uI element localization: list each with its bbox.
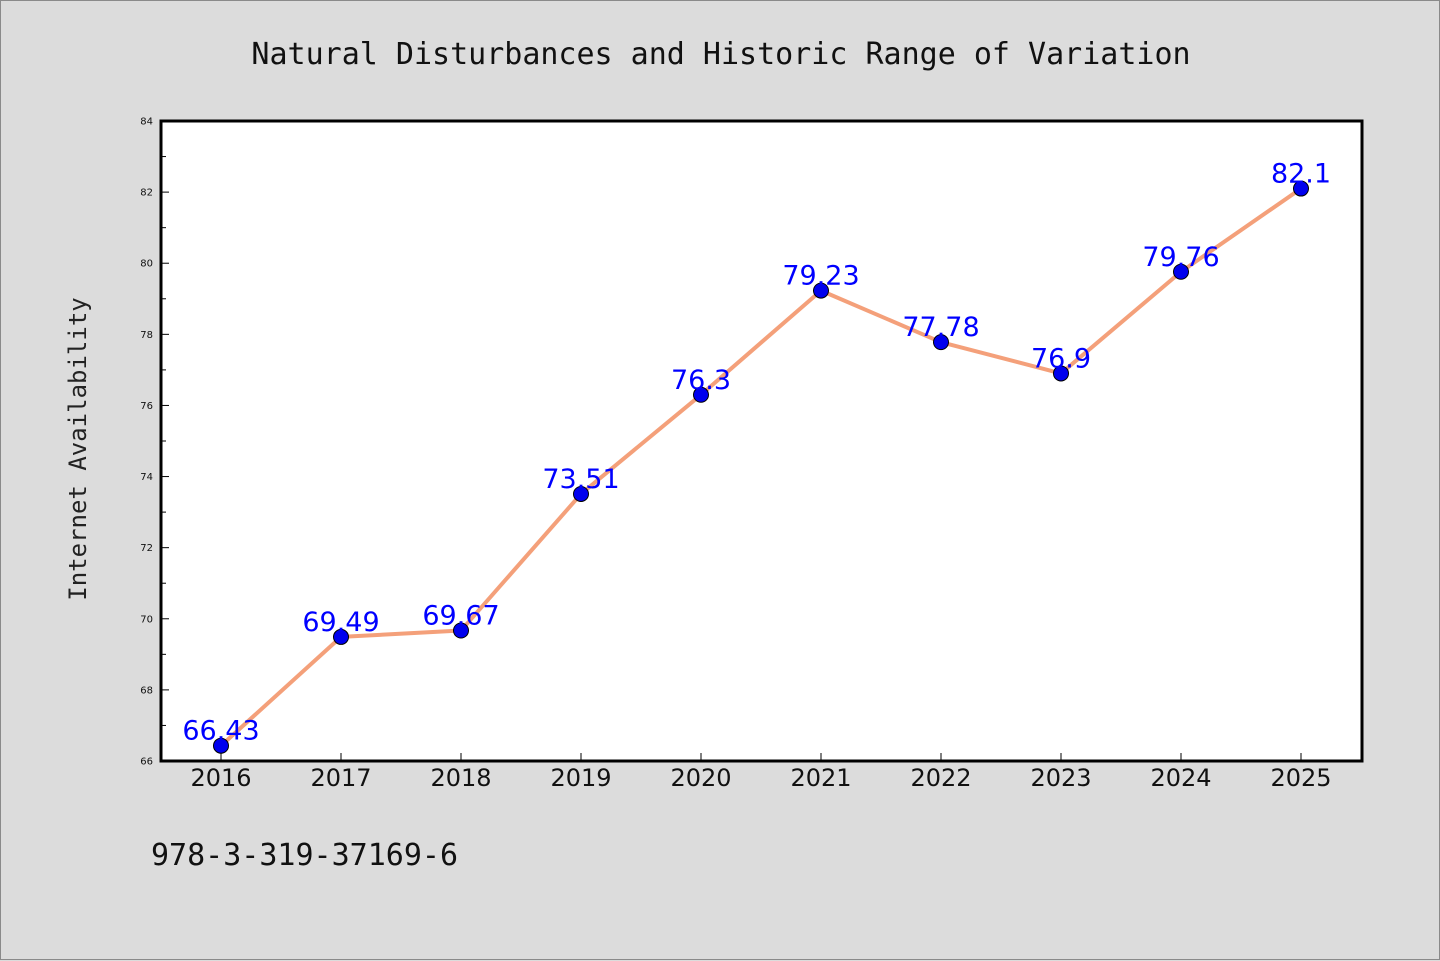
data-label: 82.1 (1271, 159, 1331, 190)
x-tick-label: 2025 (1270, 764, 1331, 792)
x-tick-label: 2018 (430, 764, 491, 792)
data-point-marker (933, 334, 949, 351)
data-point-marker (1053, 365, 1069, 382)
data-point-marker (813, 282, 829, 299)
data-label: 79.23 (782, 261, 859, 292)
x-tick-label: 2017 (310, 764, 371, 792)
data-label: 69.67 (422, 601, 499, 632)
chart-title: Natural Disturbances and Historic Range … (251, 37, 1190, 72)
data-point-marker (453, 622, 469, 639)
x-tick-label: 2021 (790, 764, 851, 792)
data-point-marker (213, 737, 229, 754)
y-tick-label: 72 (140, 543, 153, 554)
y-tick-label: 78 (140, 330, 153, 341)
footer-isbn-text: 978-3-319-37169-6 (151, 838, 458, 873)
y-tick-label: 66 (140, 757, 153, 768)
y-axis-label: Internet Availability (64, 297, 92, 600)
data-label: 77.78 (902, 312, 979, 343)
y-tick-label: 74 (140, 472, 153, 483)
y-tick-label: 70 (140, 614, 153, 625)
y-tick-label: 80 (140, 259, 153, 270)
data-label: 73.51 (542, 464, 619, 495)
y-tick-label: 68 (140, 685, 153, 696)
data-point-marker (1173, 263, 1189, 280)
x-tick-label: 2019 (550, 764, 611, 792)
plot-area (159, 119, 1364, 763)
data-point-marker (573, 485, 589, 502)
x-axis-ticks: 2016 2017 2018 2019 2020 2021 2022 2023 2024 2025 (190, 753, 1332, 792)
x-tick-label: 2024 (1150, 764, 1211, 792)
data-point-marker (693, 386, 709, 403)
data-point-marker (333, 628, 349, 645)
data-label: 76.9 (1031, 343, 1091, 374)
data-label: 69.49 (302, 607, 379, 638)
y-tick-label: 82 (140, 188, 153, 199)
series-line-group: 66.43 69.49 69.67 73.51 76.3 79.23 77.78 76.9 79… (182, 159, 1331, 754)
y-tick-label: 84 (140, 117, 153, 128)
y-axis-ticks: 66 68 70 72 74 76 78 80 82 84 (140, 117, 169, 768)
x-tick-label: 2016 (190, 764, 251, 792)
x-tick-label: 2023 (1030, 764, 1091, 792)
data-point-marker (1293, 180, 1309, 197)
data-label: 66.43 (182, 716, 259, 747)
series-line (219, 186, 1303, 748)
data-label: 76.3 (671, 365, 731, 396)
x-tick-label: 2022 (910, 764, 971, 792)
data-label: 79.76 (1142, 242, 1219, 273)
y-tick-label: 76 (140, 401, 153, 412)
x-tick-label: 2020 (670, 764, 731, 792)
